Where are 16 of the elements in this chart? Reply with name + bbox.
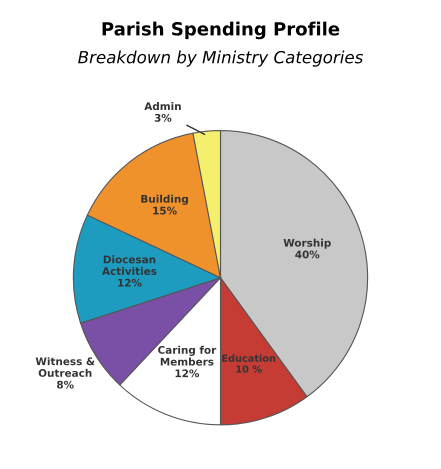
data-label: 8% [57, 380, 74, 389]
data-label: 12% [176, 369, 200, 378]
slice-label: Education [222, 354, 276, 362]
data-label: 40% [295, 250, 320, 258]
chart-subtitle: Breakdown by Ministry Categories [78, 50, 363, 67]
slice-label: Worship [284, 238, 331, 249]
data-label: 12% [118, 278, 142, 287]
slice-label: Witness & Outreach [36, 357, 95, 377]
slice-label: Building [141, 194, 188, 205]
data-label: 10 % [236, 365, 262, 373]
data-label: 3% [154, 114, 172, 122]
slice-label: Diocesan Activities [102, 255, 156, 276]
data-label: 15% [153, 206, 177, 215]
slice-label: Admin [144, 102, 181, 110]
chart-title: Parish Spending Profile [102, 22, 340, 40]
slice-label: Caring for Members [158, 346, 216, 366]
